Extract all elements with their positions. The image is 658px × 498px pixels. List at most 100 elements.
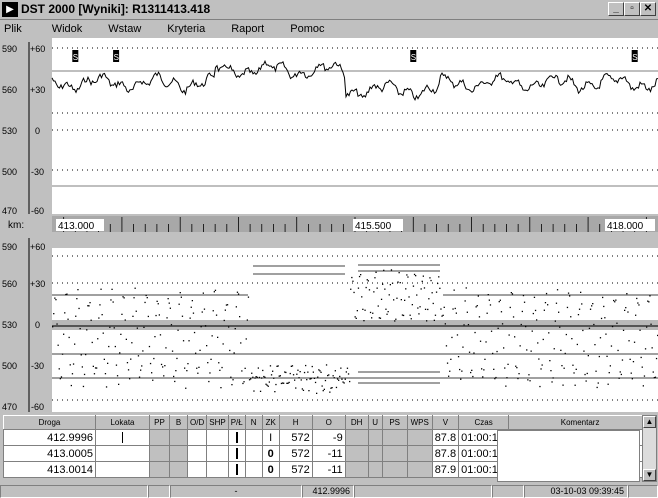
- series-point: [639, 329, 641, 331]
- cell-lokata[interactable]: [95, 429, 150, 446]
- cell-v[interactable]: 87.9: [431, 461, 460, 478]
- cell-h[interactable]: 572: [278, 445, 313, 462]
- table-row[interactable]: 413.0014 0 572 -11 87.9 01:00:19: [3, 461, 653, 478]
- cell-zk[interactable]: I: [261, 429, 280, 446]
- cell-u[interactable]: [367, 445, 383, 462]
- cell-od[interactable]: [186, 445, 208, 462]
- col-o[interactable]: O: [311, 415, 346, 430]
- series-point: [532, 312, 534, 315]
- table-scrollbar[interactable]: ▲ ▼: [642, 415, 657, 482]
- col-czas[interactable]: Czas: [458, 415, 510, 430]
- cell-ps[interactable]: [381, 461, 408, 478]
- close-button[interactable]: ✕: [640, 2, 656, 16]
- cell-h[interactable]: 572: [278, 461, 313, 478]
- series-point: [347, 373, 350, 375]
- col-v[interactable]: V: [431, 415, 460, 430]
- menu-raport[interactable]: Raport: [231, 23, 265, 35]
- series-point: [594, 344, 596, 346]
- cell-v[interactable]: 87.8: [431, 445, 460, 462]
- menu-pomoc[interactable]: Pomoc: [290, 23, 325, 35]
- cell-ps[interactable]: [381, 445, 408, 462]
- cell-shp[interactable]: [206, 429, 229, 446]
- maximize-button[interactable]: ▫: [624, 2, 640, 16]
- col-lokata[interactable]: Lokata: [95, 415, 150, 430]
- cell-droga[interactable]: 413.0014: [3, 461, 96, 478]
- col-shp[interactable]: SHP: [206, 415, 229, 430]
- cell-o[interactable]: -11: [311, 445, 346, 462]
- cell-lokata[interactable]: [95, 461, 150, 478]
- cell-v[interactable]: 87.8: [431, 429, 460, 446]
- series-point: [453, 289, 455, 291]
- col-wps[interactable]: WPS: [406, 415, 433, 430]
- col-n[interactable]: N: [244, 415, 263, 430]
- col-pl[interactable]: P/Ł: [227, 415, 246, 430]
- series-point: [478, 316, 481, 318]
- col-h[interactable]: H: [278, 415, 313, 430]
- cell-wps[interactable]: [406, 461, 433, 478]
- track-charts-svg[interactable]: 590 560 530 500 470 +60 +30 0 -30 -60 S S…: [0, 38, 658, 412]
- cell-wps[interactable]: [406, 429, 433, 446]
- cell-b[interactable]: [169, 461, 188, 478]
- cell-u[interactable]: [367, 429, 383, 446]
- cell-b[interactable]: [169, 429, 188, 446]
- cell-droga[interactable]: 413.0005: [3, 445, 96, 462]
- cell-shp[interactable]: [206, 445, 229, 462]
- col-od[interactable]: O/D: [186, 415, 208, 430]
- series-point: [196, 367, 198, 369]
- cell-dh[interactable]: [344, 429, 369, 446]
- series-point: [511, 293, 514, 295]
- cell-od[interactable]: [186, 461, 208, 478]
- series-point: [631, 378, 633, 380]
- cell-shp[interactable]: [206, 461, 229, 478]
- bottom-y-axis: 590 560 530 500 470 +60 +30 0 -30 -60: [2, 238, 45, 412]
- cell-pp[interactable]: [149, 429, 170, 446]
- cell-h[interactable]: 572: [278, 429, 313, 446]
- cell-droga[interactable]: 412.9996: [3, 429, 96, 446]
- col-komentarz[interactable]: Komentarz: [508, 415, 653, 430]
- app-icon[interactable]: ▶: [2, 2, 18, 17]
- scroll-down-button[interactable]: ▼: [643, 469, 656, 481]
- cell-dh[interactable]: [344, 461, 369, 478]
- col-droga[interactable]: Droga: [3, 415, 96, 430]
- cell-dh[interactable]: [344, 445, 369, 462]
- col-zk[interactable]: ZK: [261, 415, 280, 430]
- chart-area[interactable]: 590 560 530 500 470 +60 +30 0 -30 -60 S S…: [0, 38, 658, 412]
- cell-o[interactable]: -11: [311, 461, 346, 478]
- series-point: [303, 371, 306, 374]
- col-dh[interactable]: DH: [344, 415, 369, 430]
- cell-n[interactable]: [244, 461, 263, 478]
- cell-n[interactable]: [244, 445, 263, 462]
- cell-czas[interactable]: 01:00:19: [458, 461, 510, 478]
- minimize-button[interactable]: _: [608, 2, 624, 16]
- col-b[interactable]: B: [169, 415, 188, 430]
- top-ytick-470: 470: [2, 206, 17, 216]
- cell-pp[interactable]: [149, 461, 170, 478]
- cell-zk[interactable]: 0: [261, 461, 280, 478]
- cell-zk[interactable]: 0: [261, 445, 280, 462]
- comment-textarea[interactable]: [497, 430, 640, 482]
- menu-kryteria[interactable]: Kryteria: [167, 23, 206, 35]
- cell-u[interactable]: [367, 461, 383, 478]
- menu-widok[interactable]: Widok: [51, 23, 83, 35]
- cell-pp[interactable]: [149, 445, 170, 462]
- cell-wps[interactable]: [406, 445, 433, 462]
- menu-wstaw[interactable]: Wstaw: [108, 23, 142, 35]
- cell-czas[interactable]: 01:00:19: [458, 445, 510, 462]
- cell-o[interactable]: -9: [311, 429, 346, 446]
- col-ps[interactable]: PS: [381, 415, 408, 430]
- cell-b[interactable]: [169, 445, 188, 462]
- scroll-up-button[interactable]: ▲: [643, 416, 656, 428]
- cell-pl[interactable]: [227, 429, 246, 446]
- col-pp[interactable]: PP: [149, 415, 170, 430]
- cell-lokata[interactable]: [95, 445, 150, 462]
- series-point: [424, 308, 427, 310]
- cell-od[interactable]: [186, 429, 208, 446]
- col-u[interactable]: U: [367, 415, 383, 430]
- menu-plik[interactable]: Plik: [4, 23, 22, 35]
- series-point: [218, 362, 220, 364]
- series-point: [235, 306, 237, 308]
- cell-pl[interactable]: [227, 445, 246, 462]
- cell-ps[interactable]: [381, 429, 408, 446]
- cell-n[interactable]: [244, 429, 263, 446]
- cell-pl[interactable]: [227, 461, 246, 478]
